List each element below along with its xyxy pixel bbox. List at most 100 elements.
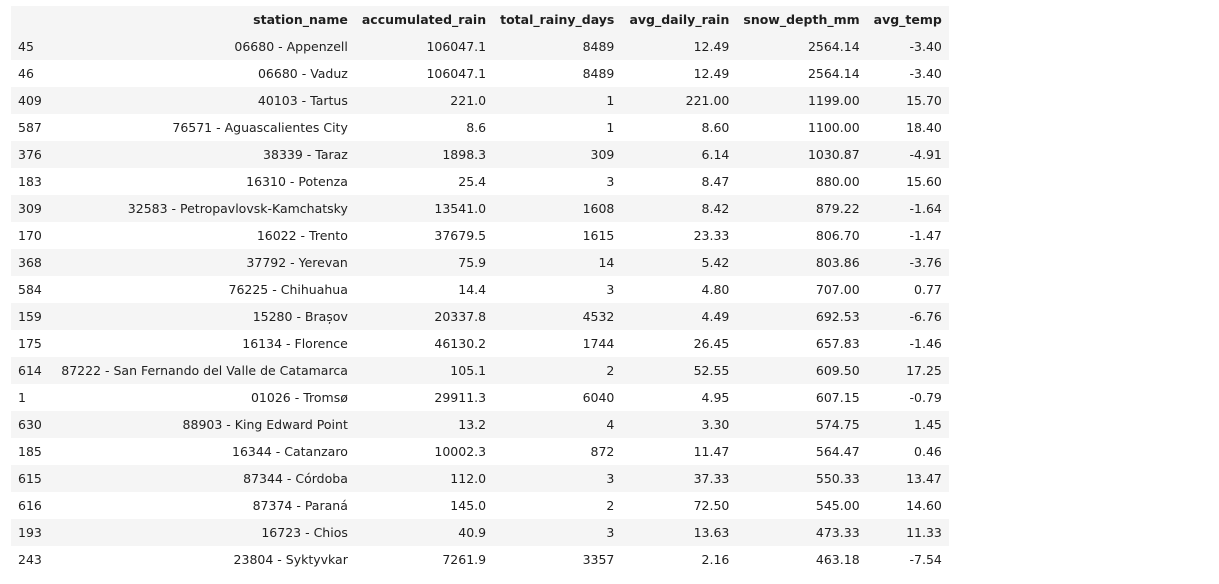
total-rainy-days-cell: 3 [606,471,615,486]
accumulated-rain-cell: 13541.0 [434,201,487,216]
table-row: 584 76225 - Chihuahua 14.4 3 4.80 707.00 0.77 [11,276,949,303]
avg-temp-cell: -0.79 [909,390,942,405]
table-row: 616 87374 - Paraná 145.0 2 72.50 545.00 14.60 [11,492,949,519]
avg-daily-rain-cell: 221.00 [685,93,730,108]
total-rainy-days-cell: 1 [606,120,615,135]
row-index-cell: 587 [18,120,42,135]
snow-depth-mm-cell: 879.22 [815,201,860,216]
accumulated-rain-cell: 14.4 [458,282,487,297]
table-body: 45 06680 - Appenzell 106047.1 8489 12.49 2564… [11,33,949,573]
row-index-cell: 159 [18,309,42,324]
table-row: 170 16022 - Trento 37679.5 1615 23.33 806.70 -… [11,222,949,249]
total-rainy-days-cell: 2 [606,363,615,378]
total-rainy-days-cell: 872 [590,444,615,459]
total-rainy-days-cell: 3 [606,282,615,297]
total-rainy-days-cell: 2 [606,498,615,513]
column-header-station-name: station_name [49,6,355,33]
station-name-cell: 76225 - Chihuahua [228,282,348,297]
accumulated-rain-cell: 1898.3 [442,147,487,162]
header-row: station_name accumulated_rain total_rain… [11,6,949,33]
dataframe-table: station_name accumulated_rain total_rain… [11,6,949,573]
accumulated-rain-cell: 145.0 [450,498,487,513]
row-index-cell: 46 [18,66,34,81]
snow-depth-mm-cell: 803.86 [815,255,860,270]
avg-temp-cell: 0.77 [914,282,942,297]
row-index-cell: 376 [18,147,42,162]
row-index-cell: 368 [18,255,42,270]
avg-temp-cell: 15.60 [906,174,942,189]
table-row: 614 87222 - San Fernando del Valle de Cat… [11,357,949,384]
snow-depth-mm-cell: 880.00 [815,174,860,189]
row-index-cell: 309 [18,201,42,216]
dataframe-output: station_name accumulated_rain total_rain… [11,6,949,573]
table-row: 175 16134 - Florence 46130.2 1744 26.45 657.8… [11,330,949,357]
avg-temp-cell: -7.54 [909,552,942,567]
avg-daily-rain-cell: 8.60 [701,120,730,135]
accumulated-rain-cell: 25.4 [458,174,487,189]
row-index-cell: 615 [18,471,42,486]
total-rainy-days-cell: 1 [606,93,615,108]
station-name-cell: 37792 - Yerevan [246,255,348,270]
column-header-avg-daily-rain: avg_daily_rain [621,6,737,33]
accumulated-rain-cell: 7261.9 [442,552,487,567]
station-name-cell: 76571 - Aguascalientes City [172,120,348,135]
avg-temp-cell: 17.25 [906,363,942,378]
total-rainy-days-cell: 309 [590,147,615,162]
avg-daily-rain-cell: 2.16 [701,552,730,567]
total-rainy-days-cell: 8489 [582,39,615,54]
station-name-cell: 06680 - Vaduz [257,66,348,81]
accumulated-rain-cell: 75.9 [458,255,487,270]
snow-depth-mm-cell: 574.75 [815,417,860,432]
avg-daily-rain-cell: 12.49 [693,39,730,54]
table-row: 185 16344 - Catanzaro 10002.3 872 11.47 564.4… [11,438,949,465]
avg-daily-rain-cell: 5.42 [701,255,730,270]
row-index-cell: 45 [18,39,34,54]
accumulated-rain-cell: 106047.1 [426,66,487,81]
total-rainy-days-cell: 3 [606,174,615,189]
column-header-accumulated-rain: accumulated_rain [354,6,494,33]
avg-daily-rain-cell: 6.14 [701,147,730,162]
avg-temp-cell: 18.40 [906,120,942,135]
column-header-total-rainy-days: total_rainy_days [493,6,622,33]
station-name-cell: 01026 - Tromsø [250,390,348,405]
total-rainy-days-cell: 3 [606,525,615,540]
total-rainy-days-cell: 1608 [582,201,615,216]
snow-depth-mm-cell: 1030.87 [807,147,860,162]
snow-depth-mm-cell: 692.53 [815,309,860,324]
row-index-cell: 409 [18,93,42,108]
accumulated-rain-cell: 106047.1 [426,39,487,54]
avg-temp-cell: 15.70 [906,93,942,108]
station-name-cell: 87344 - Córdoba [243,471,348,486]
table-row: 193 16723 - Chios 40.9 3 13.63 473.33 11.33 [11,519,949,546]
table-row: 615 87344 - Córdoba 112.0 3 37.33 550.33 13.47 [11,465,949,492]
row-index-cell: 614 [18,363,42,378]
station-name-cell: 16723 - Chios [261,525,348,540]
station-name-cell: 16310 - Potenza [246,174,348,189]
avg-temp-cell: 13.47 [906,471,942,486]
row-index-cell: 616 [18,498,42,513]
snow-depth-mm-cell: 463.18 [815,552,860,567]
table-row: 309 32583 - Petropavlovsk-Kamchatsky 13541… [11,195,949,222]
table-row: 376 38339 - Taraz 1898.3 309 6.14 1030.87 -4.9… [11,141,949,168]
row-index-cell: 1 [18,390,26,405]
accumulated-rain-cell: 10002.3 [434,444,487,459]
row-index-cell: 185 [18,444,42,459]
snow-depth-mm-cell: 1199.00 [807,93,860,108]
snow-depth-mm-cell: 564.47 [815,444,860,459]
avg-temp-cell: 0.46 [914,444,942,459]
station-name-cell: 38339 - Taraz [263,147,348,162]
snow-depth-mm-cell: 1100.00 [807,120,860,135]
station-name-cell: 16134 - Florence [242,336,348,351]
avg-daily-rain-cell: 4.49 [701,309,730,324]
avg-daily-rain-cell: 52.55 [693,363,730,378]
table-row: 630 88903 - King Edward Point 13.2 4 3.30 574… [11,411,949,438]
avg-temp-cell: -1.47 [909,228,942,243]
snow-depth-mm-cell: 473.33 [815,525,860,540]
row-index-cell: 170 [18,228,42,243]
accumulated-rain-cell: 221.0 [450,93,487,108]
snow-depth-mm-cell: 707.00 [815,282,860,297]
total-rainy-days-cell: 1615 [582,228,615,243]
total-rainy-days-cell: 1744 [582,336,615,351]
total-rainy-days-cell: 6040 [582,390,615,405]
avg-daily-rain-cell: 8.42 [701,201,730,216]
